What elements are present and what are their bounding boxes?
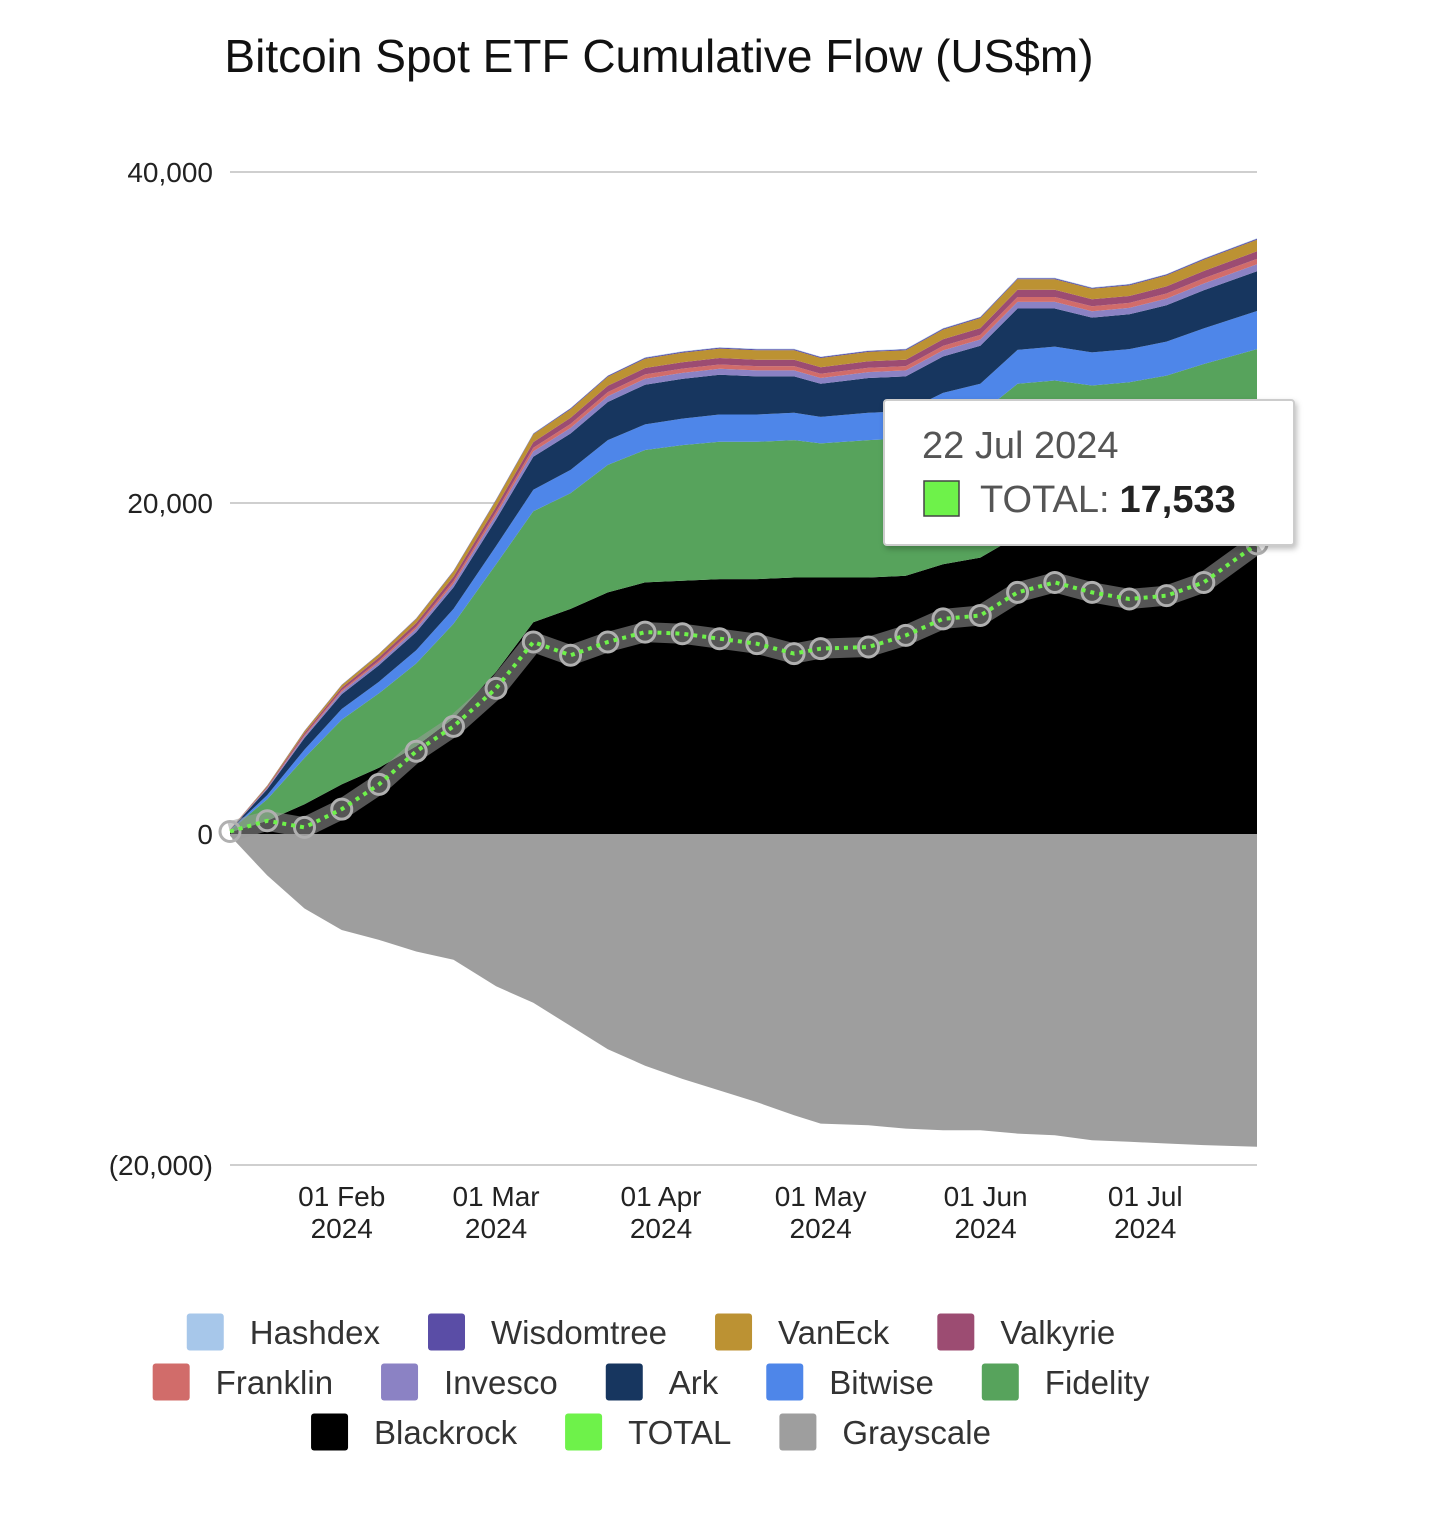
total-point	[670, 622, 694, 646]
chart-title: Bitcoin Spot ETF Cumulative Flow (US$m)	[224, 30, 1093, 82]
total-point	[1006, 580, 1030, 604]
total-point	[404, 739, 428, 763]
x-tick-label: 01 Apr	[621, 1181, 702, 1212]
total-point	[521, 630, 545, 654]
y-tick-label: 0	[197, 819, 213, 850]
total-series	[218, 532, 1269, 844]
total-point	[633, 620, 657, 644]
x-tick-year: 2024	[465, 1213, 527, 1244]
x-tick-year: 2024	[790, 1213, 852, 1244]
legend-swatch-vaneck	[715, 1313, 753, 1351]
legend-label-wisdomtree: Wisdomtree	[491, 1314, 667, 1351]
tooltip-swatch	[923, 480, 960, 517]
legend-swatch-total	[565, 1413, 603, 1451]
total-point	[367, 772, 391, 796]
legend-swatch-blackrock	[311, 1413, 349, 1451]
total-line	[229, 542, 1259, 834]
legend-swatch-valkyrie	[937, 1313, 975, 1351]
legend-label-valkyrie: Valkyrie	[1000, 1314, 1115, 1351]
area-grayscale	[230, 834, 1257, 1147]
total-point	[218, 820, 242, 844]
area-ark	[230, 271, 1257, 831]
legend-label-invesco: Invesco	[444, 1364, 558, 1401]
legend-swatch-ark	[605, 1363, 643, 1401]
total-point	[1043, 570, 1067, 594]
area-vaneck	[230, 239, 1257, 830]
legend: Hashdex Wisdomtree VanEck Valkyrie Franklin I…	[152, 1313, 1150, 1451]
total-point	[596, 630, 620, 654]
total-point	[894, 623, 918, 647]
total-point	[1155, 584, 1179, 608]
x-tick-year: 2024	[954, 1213, 1016, 1244]
y-tick-label: 40,000	[127, 157, 213, 188]
legend-swatch-hashdex	[186, 1313, 224, 1351]
total-point	[441, 714, 465, 738]
x-tick-year: 2024	[311, 1213, 373, 1244]
legend-swatch-fidelity	[981, 1363, 1019, 1401]
tooltip-value: 17,533	[1120, 479, 1236, 521]
legend-label-total: TOTAL	[628, 1414, 731, 1451]
total-point	[330, 797, 354, 821]
legend-label-franklin: Franklin	[216, 1364, 333, 1401]
legend-label-hashdex: Hashdex	[250, 1314, 381, 1351]
legend-label-grayscale: Grayscale	[842, 1414, 991, 1451]
legend-label-blackrock: Blackrock	[374, 1414, 518, 1451]
y-tick-label: (20,000)	[109, 1150, 213, 1181]
x-tick-label: 01 Jun	[944, 1181, 1028, 1212]
tooltip-label: TOTAL: 17,533	[980, 479, 1236, 521]
tooltip-date: 22 Jul 2024	[922, 425, 1119, 467]
tooltip-series-label: TOTAL:	[980, 479, 1110, 521]
legend-swatch-wisdomtree	[428, 1313, 466, 1351]
y-tick-label: 20,000	[127, 488, 213, 519]
area-bitwise	[230, 311, 1257, 831]
x-tick-label: 01 May	[775, 1181, 867, 1212]
negative-areas	[230, 834, 1257, 1147]
x-tick-label: 01 Mar	[452, 1181, 539, 1212]
legend-swatch-grayscale	[779, 1413, 817, 1451]
total-point	[484, 676, 508, 700]
legend-label-vaneck: VanEck	[778, 1314, 890, 1351]
y-axis: 40,000 20,000 0 (20,000)	[109, 157, 213, 1181]
area-blackrock	[230, 506, 1257, 834]
legend-swatch-bitwise	[766, 1363, 804, 1401]
tooltip: 22 Jul 2024 TOTAL: 17,533	[883, 399, 1295, 546]
x-tick-year: 2024	[1114, 1213, 1176, 1244]
legend-swatch-invesco	[381, 1363, 419, 1401]
legend-label-bitwise: Bitwise	[829, 1364, 934, 1401]
total-point	[782, 642, 806, 666]
total-point	[1192, 570, 1216, 594]
x-tick-year: 2024	[630, 1213, 692, 1244]
tooltip-box	[883, 399, 1295, 546]
total-point	[931, 607, 955, 631]
total-point	[559, 643, 583, 667]
legend-label-fidelity: Fidelity	[1045, 1364, 1150, 1401]
x-tick-label: 01 Jul	[1108, 1181, 1183, 1212]
total-point	[857, 635, 881, 659]
legend-swatch-franklin	[152, 1363, 190, 1401]
legend-label-ark: Ark	[669, 1364, 719, 1401]
x-tick-label: 01 Feb	[298, 1181, 385, 1212]
total-point	[968, 604, 992, 628]
